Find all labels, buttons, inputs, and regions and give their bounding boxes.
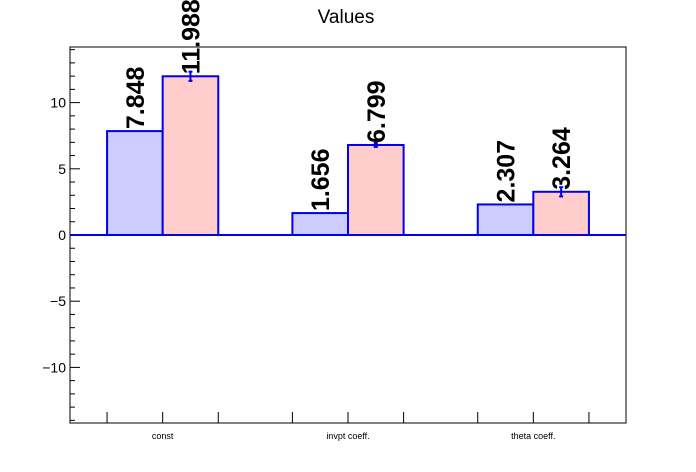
y-tick-label: 5 <box>58 161 66 177</box>
bar <box>106 130 164 237</box>
y-axis: −10 −5 0 5 10 <box>42 49 80 421</box>
y-tick-label: 0 <box>58 227 66 243</box>
y-tick-label: 10 <box>50 95 66 111</box>
bars <box>106 75 590 237</box>
data-labels: 7.848 1.656 2.307 11.988 6.799 3.264 <box>122 0 576 211</box>
bar <box>347 143 405 237</box>
error-bars <box>188 70 564 198</box>
data-label: 11.988 <box>177 0 205 74</box>
bar <box>291 212 349 237</box>
x-tick-label: theta coeff. <box>511 431 555 441</box>
y-tick-label: −5 <box>50 293 66 309</box>
bar <box>532 190 590 237</box>
data-label: 6.799 <box>363 80 391 143</box>
y-tick-label: −10 <box>42 359 66 375</box>
data-label: 7.848 <box>122 66 150 129</box>
bar <box>161 75 220 237</box>
data-label: 2.307 <box>493 140 521 203</box>
x-tick-label: const <box>152 431 174 441</box>
x-tick-label: invpt coeff. <box>326 431 369 441</box>
data-label: 1.656 <box>307 149 335 212</box>
bar <box>476 203 535 236</box>
chart-title: Values <box>318 7 375 28</box>
data-label: 3.264 <box>548 127 576 190</box>
x-axis: const invpt coeff. theta coeff. <box>106 412 590 441</box>
